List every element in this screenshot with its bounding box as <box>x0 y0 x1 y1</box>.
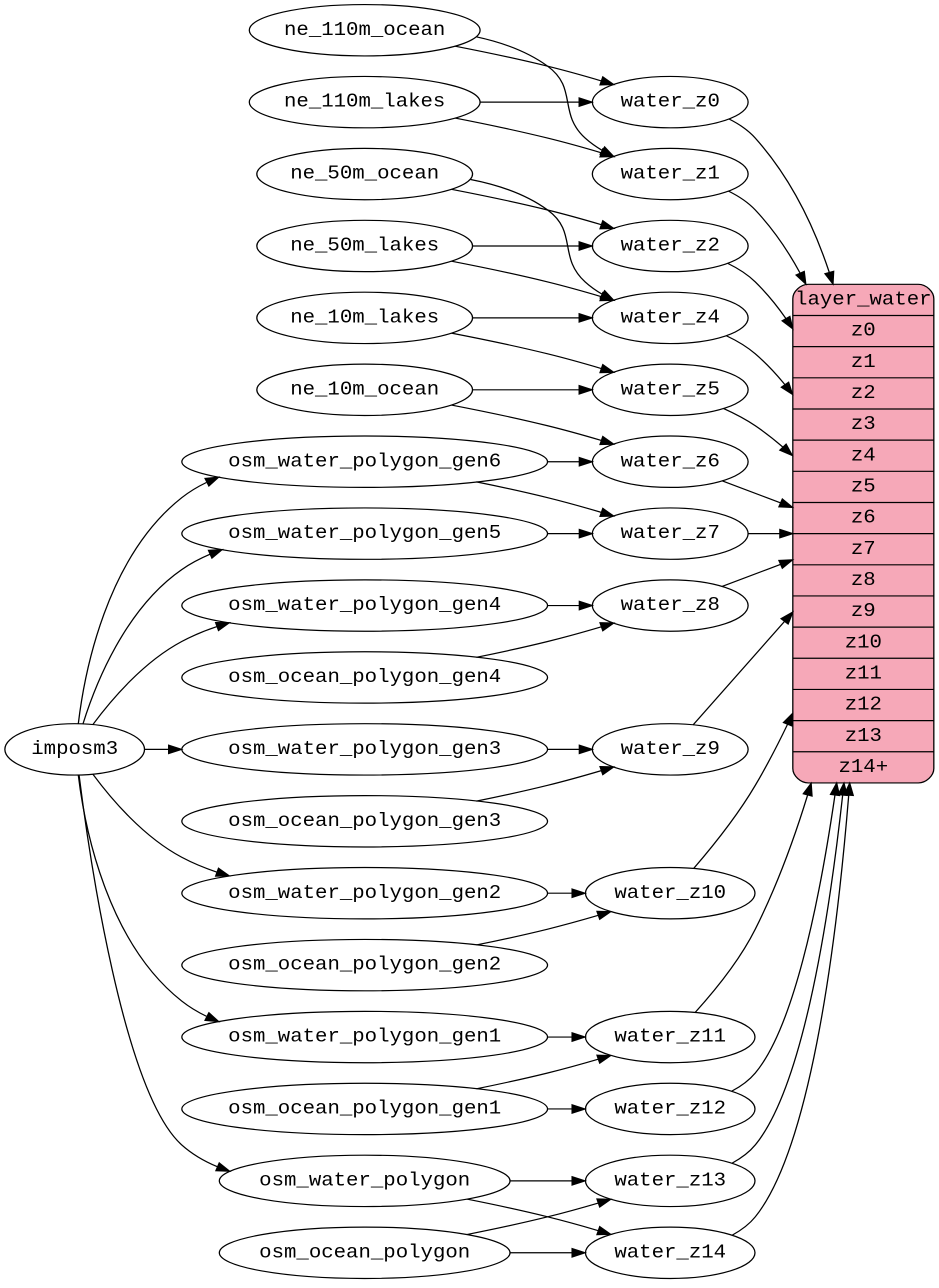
svg-text:osm_ocean_polygon_gen2: osm_ocean_polygon_gen2 <box>228 953 501 975</box>
svg-text:ne_50m_lakes: ne_50m_lakes <box>290 234 439 256</box>
svg-text:water_z0: water_z0 <box>621 90 720 112</box>
svg-text:water_z7: water_z7 <box>621 522 720 544</box>
svg-text:water_z1: water_z1 <box>621 162 720 184</box>
svg-text:z11: z11 <box>845 662 882 684</box>
svg-text:osm_ocean_polygon_gen4: osm_ocean_polygon_gen4 <box>228 666 501 688</box>
svg-text:water_z8: water_z8 <box>621 594 720 616</box>
svg-text:z8: z8 <box>851 569 876 591</box>
svg-text:z14+: z14+ <box>838 756 888 778</box>
svg-text:osm_water_polygon_gen1: osm_water_polygon_gen1 <box>228 1025 501 1047</box>
svg-text:osm_water_polygon_gen5: osm_water_polygon_gen5 <box>228 522 501 544</box>
svg-text:layer_water: layer_water <box>795 288 932 310</box>
svg-text:imposm3: imposm3 <box>31 738 118 760</box>
svg-text:z3: z3 <box>851 413 876 435</box>
svg-text:water_z2: water_z2 <box>621 234 720 256</box>
svg-text:z12: z12 <box>845 693 882 715</box>
svg-text:ne_10m_ocean: ne_10m_ocean <box>290 378 439 400</box>
svg-text:osm_ocean_polygon: osm_ocean_polygon <box>259 1241 470 1263</box>
svg-text:ne_110m_ocean: ne_110m_ocean <box>284 18 445 40</box>
svg-text:osm_water_polygon_gen3: osm_water_polygon_gen3 <box>228 738 501 760</box>
svg-text:z9: z9 <box>851 600 876 622</box>
svg-text:water_z14: water_z14 <box>614 1241 726 1263</box>
svg-text:osm_ocean_polygon_gen1: osm_ocean_polygon_gen1 <box>228 1097 501 1119</box>
svg-text:water_z9: water_z9 <box>621 738 720 760</box>
svg-text:water_z11: water_z11 <box>614 1025 726 1047</box>
svg-text:z4: z4 <box>851 444 876 466</box>
svg-text:z1: z1 <box>851 350 876 372</box>
svg-text:z5: z5 <box>851 475 876 497</box>
svg-text:z13: z13 <box>845 724 882 746</box>
svg-text:z2: z2 <box>851 382 876 404</box>
svg-text:ne_50m_ocean: ne_50m_ocean <box>290 162 439 184</box>
svg-text:ne_110m_lakes: ne_110m_lakes <box>284 90 445 112</box>
svg-text:osm_water_polygon_gen4: osm_water_polygon_gen4 <box>228 594 501 616</box>
svg-text:water_z13: water_z13 <box>614 1169 726 1191</box>
svg-text:water_z10: water_z10 <box>614 881 726 903</box>
svg-text:osm_water_polygon_gen6: osm_water_polygon_gen6 <box>228 450 501 472</box>
svg-text:osm_ocean_polygon_gen3: osm_ocean_polygon_gen3 <box>228 810 501 832</box>
svg-text:z7: z7 <box>851 537 876 559</box>
svg-text:z0: z0 <box>851 319 876 341</box>
svg-text:water_z12: water_z12 <box>614 1097 726 1119</box>
svg-text:osm_water_polygon_gen2: osm_water_polygon_gen2 <box>228 881 501 903</box>
svg-text:z6: z6 <box>851 506 876 528</box>
svg-text:water_z6: water_z6 <box>621 450 720 472</box>
svg-text:osm_water_polygon: osm_water_polygon <box>259 1169 470 1191</box>
svg-text:water_z5: water_z5 <box>621 378 720 400</box>
svg-text:z10: z10 <box>845 631 882 653</box>
svg-text:water_z4: water_z4 <box>621 306 720 328</box>
svg-text:ne_10m_lakes: ne_10m_lakes <box>290 306 439 328</box>
